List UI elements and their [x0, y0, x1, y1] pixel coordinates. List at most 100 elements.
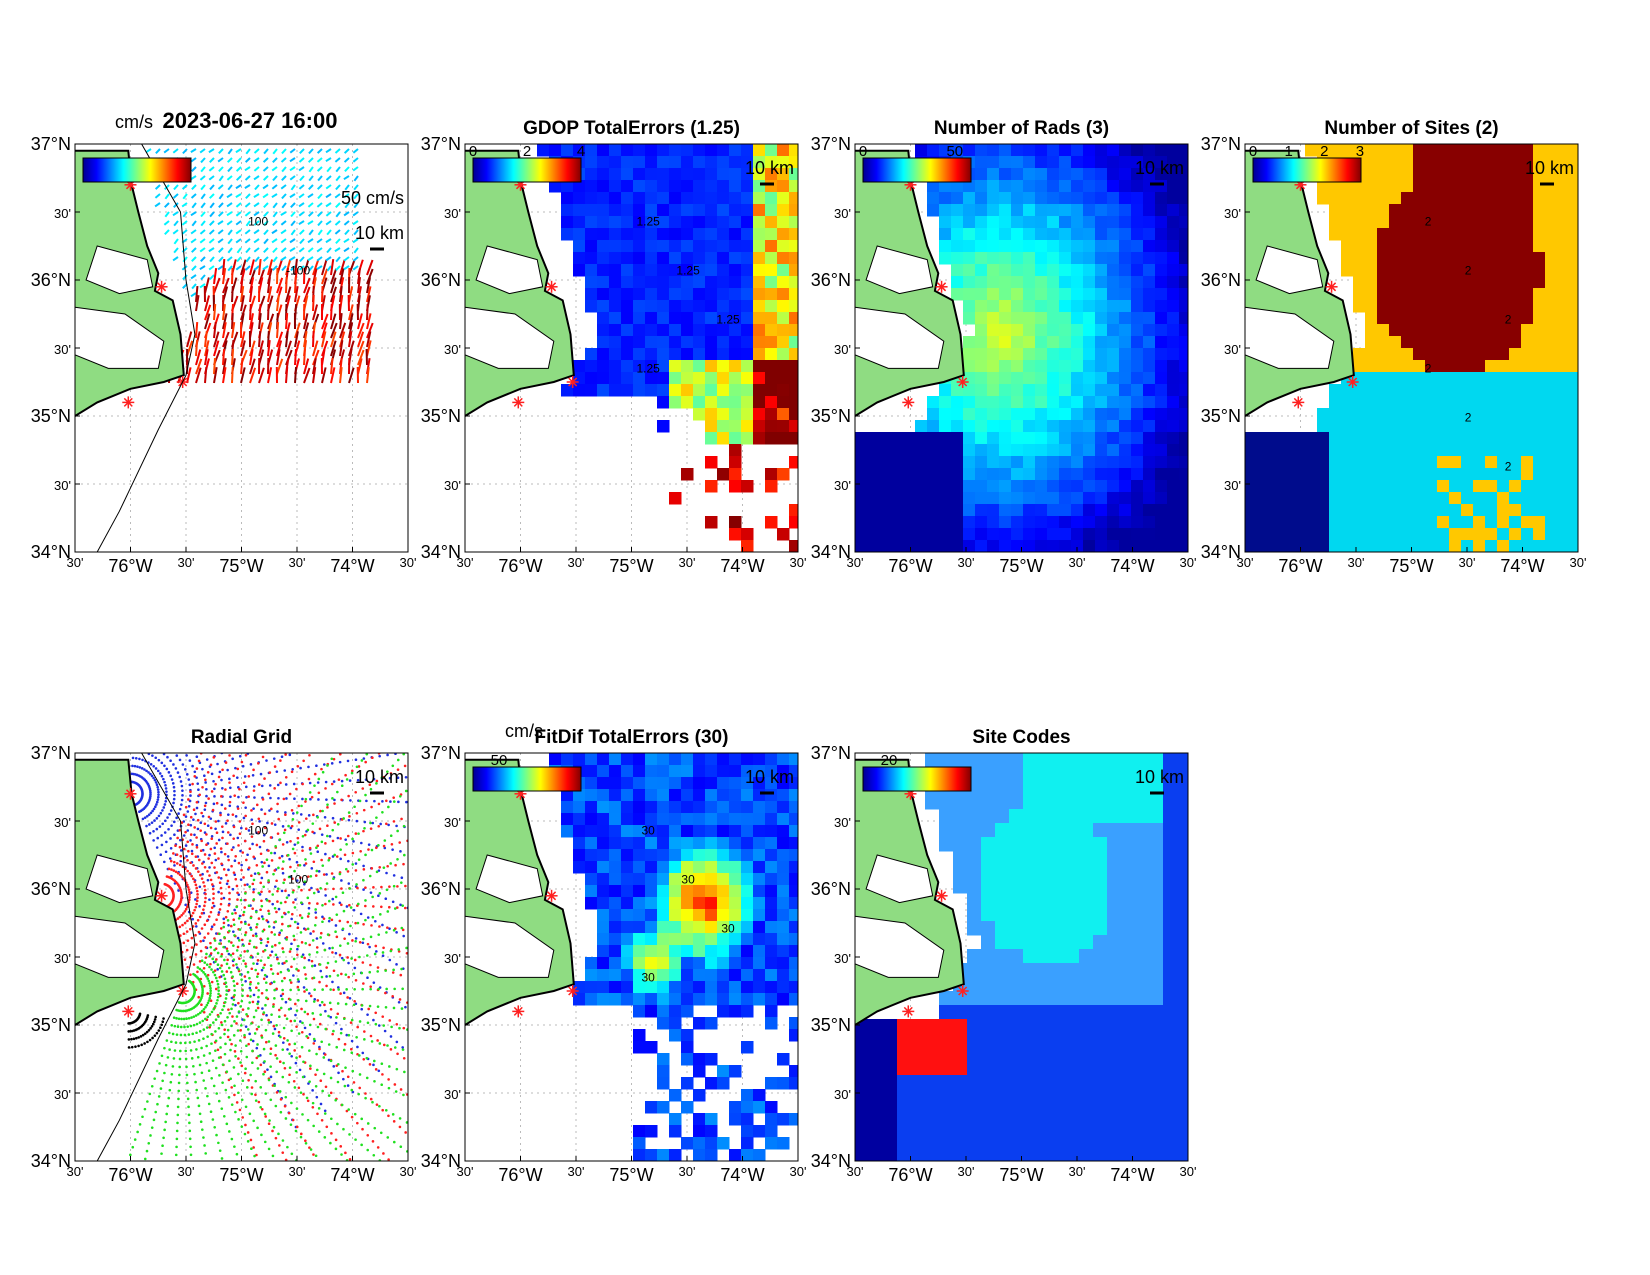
- radial-grid-point: [143, 816, 147, 819]
- radial-grid-point: [315, 764, 318, 768]
- data-cell: [753, 408, 766, 421]
- data-cell: [741, 264, 754, 277]
- data-cell: [1497, 168, 1510, 181]
- data-cell: [1497, 528, 1510, 541]
- radial-grid-point: [336, 974, 340, 977]
- radial-grid-point: [398, 998, 402, 1001]
- data-cell: [741, 276, 754, 289]
- radial-grid-point: [244, 962, 247, 966]
- radial-grid-point: [189, 833, 193, 836]
- data-cell: [681, 300, 694, 313]
- data-cell: [789, 372, 798, 385]
- data-cell: [753, 156, 766, 169]
- current-vector: [235, 265, 242, 271]
- data-cell: [1509, 504, 1522, 517]
- data-cell: [561, 192, 574, 205]
- data-cell: [1293, 432, 1306, 445]
- radial-grid-point: [391, 900, 395, 904]
- data-cell: [1557, 408, 1570, 421]
- data-cell: [1497, 144, 1510, 157]
- data-cell: [1023, 384, 1036, 397]
- data-cell: [1257, 456, 1270, 469]
- data-cell: [1521, 396, 1534, 409]
- data-cell: [1413, 528, 1426, 541]
- radial-grid-point: [280, 755, 284, 759]
- current-vector: [267, 339, 271, 357]
- current-vector: [312, 349, 320, 366]
- radial-grid-point: [261, 798, 265, 801]
- data-cell: [753, 396, 766, 409]
- lat-tick-label: 36°N: [1201, 270, 1241, 290]
- radial-grid-point: [369, 787, 373, 791]
- radial-grid-point: [344, 973, 348, 976]
- radial-grid-point: [381, 1073, 384, 1076]
- radial-grid-point: [361, 787, 365, 790]
- radial-grid-point: [242, 910, 246, 914]
- radial-grid-point: [234, 815, 238, 818]
- data-cell: [609, 312, 622, 325]
- data-cell: [657, 252, 670, 265]
- radial-grid-point: [256, 952, 260, 956]
- radial-grid-point: [152, 839, 155, 842]
- lon-tick-label: 30': [790, 555, 807, 570]
- data-cell: [1569, 252, 1578, 265]
- data-cell: [681, 372, 694, 385]
- radial-grid-point: [395, 824, 398, 828]
- colorbar-sites: [1252, 157, 1362, 183]
- radial-grid-point: [340, 879, 343, 882]
- radial-grid-point: [236, 898, 239, 901]
- data-cell: [1389, 372, 1402, 385]
- data-cell: [1131, 312, 1144, 325]
- data-cell: [1545, 372, 1558, 385]
- data-cell: [1131, 276, 1144, 289]
- data-cell: [1437, 480, 1450, 493]
- radial-grid-point: [372, 1063, 375, 1067]
- radial-grid-point: [311, 822, 315, 825]
- radial-grid-point: [323, 1109, 327, 1113]
- current-vector: [240, 259, 247, 276]
- data-cell: [1047, 384, 1060, 397]
- radial-grid-point: [355, 765, 359, 769]
- radial-grid-point: [231, 912, 234, 915]
- current-vector: [307, 220, 314, 226]
- data-cell: [1365, 516, 1378, 529]
- data-cell: [1059, 516, 1072, 529]
- data-cell: [789, 216, 798, 229]
- radial-grid-point: [230, 1007, 233, 1011]
- radial-grid-point: [313, 988, 316, 991]
- data-cell: [1377, 468, 1390, 481]
- data-cell: [1425, 432, 1438, 445]
- data-cell: [999, 516, 1012, 529]
- data-cell: [609, 348, 622, 361]
- data-cell: [1023, 168, 1036, 181]
- radial-grid-point: [304, 973, 307, 976]
- radial-grid-point: [357, 1054, 361, 1057]
- radial-grid-point: [303, 990, 306, 993]
- data-cell: [999, 372, 1012, 385]
- data-cell: [1509, 432, 1522, 445]
- radial-grid-point: [357, 832, 360, 835]
- data-cell: [975, 480, 988, 493]
- data-cell: [1425, 312, 1438, 325]
- data-cell: [1377, 384, 1390, 397]
- data-cell: [597, 372, 610, 385]
- radial-grid-point: [292, 974, 295, 977]
- radial-grid-point: [199, 849, 203, 853]
- radial-grid-point: [316, 850, 320, 854]
- radial-grid-point: [328, 916, 331, 920]
- data-cell: [717, 312, 730, 325]
- radial-grid-point: [194, 898, 197, 901]
- radial-grid-point: [349, 1021, 353, 1024]
- data-cell: [1377, 180, 1390, 193]
- lon-tick-label: 30': [1570, 555, 1587, 570]
- radial-grid-point: [197, 759, 201, 763]
- radial-grid-point: [203, 866, 207, 869]
- radial-grid-point: [252, 807, 255, 810]
- radial-grid-point: [289, 1019, 293, 1023]
- data-cell: [1569, 432, 1578, 445]
- radial-grid-point: [191, 917, 195, 921]
- radial-grid-point: [370, 805, 373, 809]
- data-cell: [1167, 216, 1180, 229]
- data-cell: [951, 516, 964, 529]
- radial-grid-point: [252, 789, 256, 792]
